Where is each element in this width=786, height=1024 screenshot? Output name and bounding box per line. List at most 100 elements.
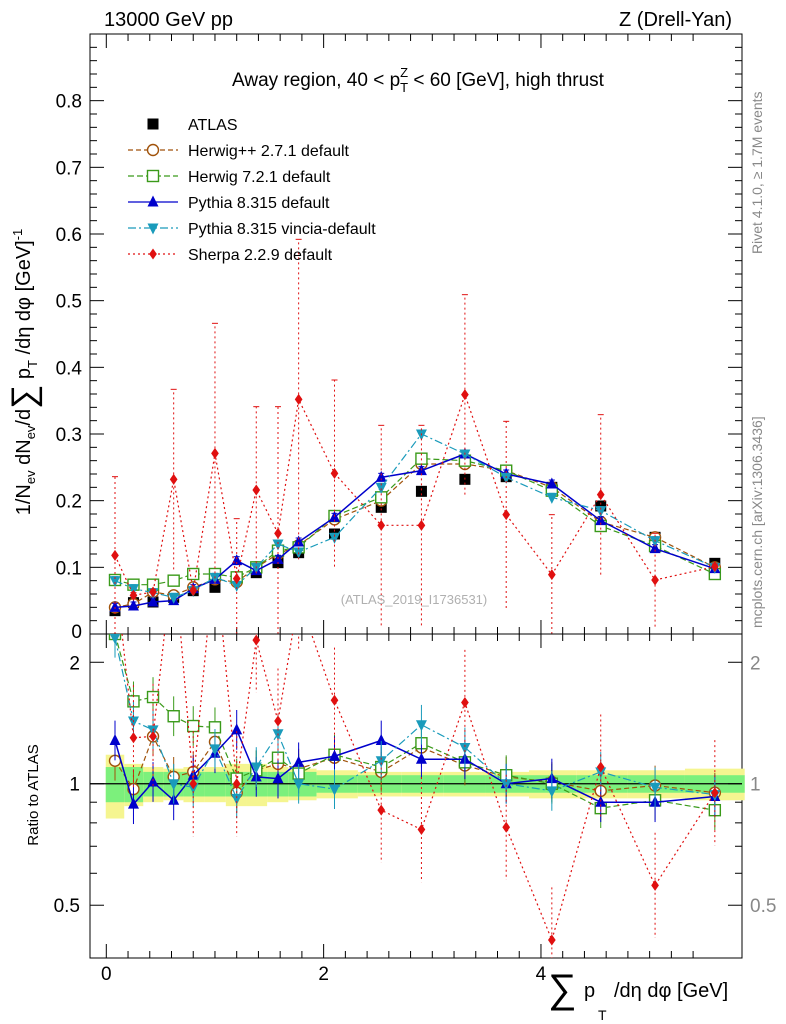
ratio-xtick-label: 4 [536, 964, 547, 985]
ratio-point [127, 797, 139, 809]
legend-label: Herwig 7.2.1 default [188, 169, 331, 186]
ratio-point [146, 690, 160, 704]
ratio-ytick-label-right: 1 [750, 775, 761, 796]
ratio-series-sherpa-2-2-9-default [121, 634, 719, 958]
ratio-point [649, 782, 661, 794]
ratio-ytick-label-right: 2 [750, 653, 761, 674]
ratio-point [189, 778, 198, 790]
data-point [415, 485, 427, 497]
ratio-point [710, 787, 719, 799]
legend: ATLAS Herwig++ 2.7.1 default Herwig 7.2.1 … [128, 117, 376, 264]
legend-item: Sherpa 2.2.9 default [128, 247, 333, 264]
ratio-point [415, 752, 427, 764]
main-title: Away region, 40 < pZ T < 60 [GeV], high t… [232, 65, 605, 95]
ratio-point [417, 824, 426, 836]
watermark: (ATLAS_2019_I1736531) [341, 592, 487, 607]
ratio-point [231, 793, 243, 805]
ratio-point [293, 755, 305, 767]
main-ytick-label-zero: 0 [71, 622, 82, 643]
data-point [168, 592, 180, 604]
legend-item: ATLAS [147, 117, 238, 134]
ratio-point [651, 879, 659, 891]
data-point [272, 539, 284, 551]
main-ytick-label: 0.6 [56, 225, 82, 246]
ratio-point [329, 749, 340, 761]
legend-marker [146, 169, 160, 183]
ratio-point [209, 744, 221, 756]
data-point [127, 584, 139, 596]
data-point [595, 506, 607, 518]
legend-label: ATLAS [188, 117, 238, 134]
data-point [127, 599, 139, 611]
data-point [500, 472, 512, 484]
ratio-ytick-label: 0.5 [54, 896, 80, 917]
ratio-point [252, 634, 261, 646]
ratio-point [129, 732, 138, 744]
svg-text:/dη dφ [GeV]: /dη dφ [GeV] [614, 980, 728, 1002]
ratio-point [377, 804, 386, 816]
ratio-point [375, 733, 387, 745]
main-y-axis-label: 1/Nev dNev/d∑ pT /dη dφ [GeV]-1 [5, 229, 43, 516]
data-point [596, 489, 605, 501]
ratio-point [167, 710, 180, 723]
legend-item: Pythia 8.315 vincia-default [128, 221, 376, 238]
data-point [211, 447, 219, 459]
data-point [546, 492, 558, 504]
data-point [169, 473, 178, 485]
legend-marker [147, 118, 159, 130]
legend-label: Pythia 8.315 vincia-default [188, 221, 376, 238]
main-ytick-label: 0.1 [56, 558, 82, 579]
svg-text:T: T [598, 1007, 607, 1023]
data-point [149, 586, 157, 598]
data-point [129, 589, 138, 601]
ratio-point [459, 742, 471, 754]
band-inner [105, 767, 125, 803]
main-ytick-label: 0.5 [56, 292, 82, 313]
ratio-point [274, 715, 282, 727]
data-point [167, 574, 180, 587]
data-point [595, 500, 607, 512]
legend-label: Pythia 8.315 default [188, 195, 330, 212]
ratio-xtick-label: 0 [101, 964, 112, 985]
main-ytick-label: 0.3 [56, 425, 82, 446]
ratio-point [415, 720, 427, 732]
svg-text:∑: ∑ [548, 967, 577, 1011]
ratio-point [375, 756, 387, 768]
data-point [232, 573, 241, 585]
ratio-point [168, 779, 180, 791]
ratio-xtick-label: 2 [318, 964, 329, 985]
ratio-series-pythia-8-315-default [109, 709, 721, 825]
data-point [209, 581, 221, 593]
data-point [649, 542, 661, 554]
ratio-point [149, 730, 157, 742]
main-ytick-label: 0.2 [56, 492, 82, 513]
x-axis-label: ∑ p T /dη dφ [GeV] [548, 967, 728, 1023]
data-point [377, 519, 386, 531]
data-point [231, 580, 243, 592]
header-left: 13000 GeV pp [104, 9, 233, 31]
data-point [274, 527, 282, 539]
main-ytick-label: 0.8 [56, 92, 82, 113]
series-line [114, 463, 716, 608]
ratio-point [147, 725, 159, 737]
ratio-point [461, 696, 469, 708]
data-point [375, 501, 387, 513]
data-point [330, 467, 339, 479]
main-ytick-label: 0.7 [56, 158, 82, 179]
series-pythia-8-315-default [109, 447, 721, 612]
ratio-point [109, 634, 121, 645]
ratio-ytick-label: 1 [69, 775, 80, 796]
svg-text:1/Nev dNev/d∑ pT /dη dφ [GeV]: 1/Nev dNev/d∑ pT /dη dφ [GeV]-1 [5, 229, 43, 516]
ratio-point [547, 934, 556, 946]
data-point [547, 569, 556, 581]
rivet-label: Rivet 4.1.0, ≥ 1.7M events [749, 91, 765, 254]
header-right: Z (Drell-Yan) [619, 9, 732, 31]
ratio-line [121, 634, 716, 942]
legend-label: Herwig++ 2.7.1 default [188, 143, 350, 160]
mcplots-label: mcplots.cern.ch [arXiv:1306.3436] [749, 416, 765, 628]
data-point [187, 567, 200, 581]
main-ytick-label: 0.4 [56, 358, 83, 379]
data-point [375, 470, 387, 482]
data-point [502, 509, 511, 521]
